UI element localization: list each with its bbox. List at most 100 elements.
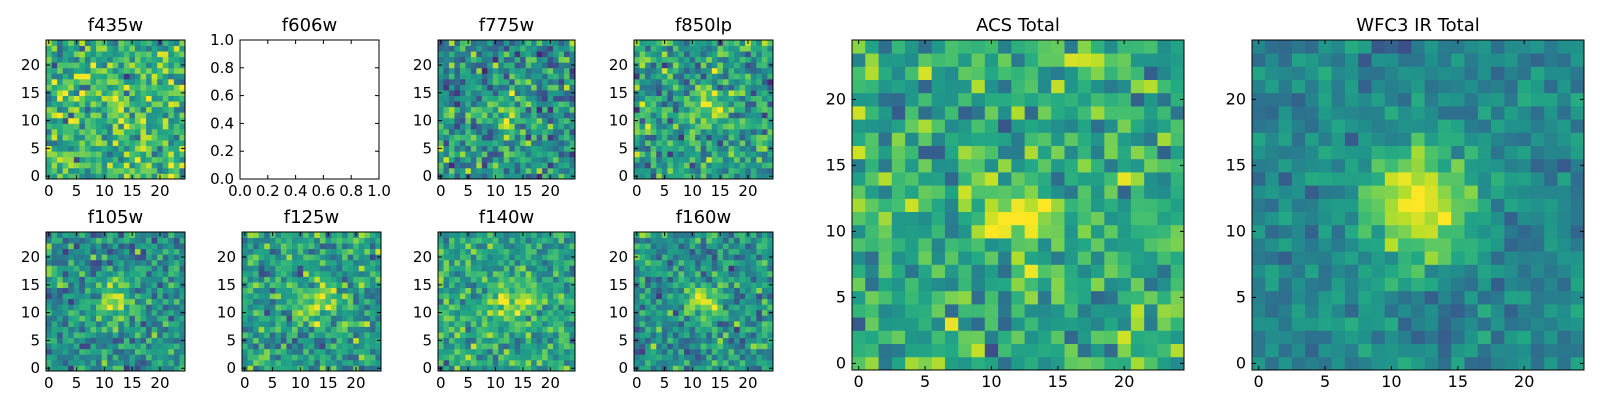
pixel-cell: [134, 112, 141, 119]
pixel-cell: [706, 304, 713, 311]
pixel-cell: [325, 326, 332, 333]
pixel-cell: [918, 290, 933, 305]
pixel-cell: [761, 56, 768, 63]
pixel-cell: [547, 117, 554, 124]
pixel-cell: [531, 162, 538, 169]
pixel-cell: [728, 348, 735, 355]
pixel-cell: [129, 62, 136, 69]
pixel-cell: [520, 248, 527, 255]
pixel-cell: [509, 320, 516, 327]
pixel-cell: [247, 254, 254, 261]
pixel-cell: [459, 95, 466, 102]
pixel-cell: [684, 282, 690, 288]
pixel-cell: [476, 237, 483, 244]
pixel-cell: [364, 337, 371, 344]
pixel-cell: [542, 51, 548, 58]
x-tick-label: 0.4: [284, 182, 308, 200]
pixel-cell: [667, 332, 674, 339]
pixel-cell: [717, 259, 724, 266]
pixel-cell: [476, 167, 483, 174]
pixel-cell: [101, 73, 108, 80]
pixel-cell: [492, 62, 499, 69]
pixel-cell: [509, 156, 516, 163]
pixel-cell: [264, 320, 271, 327]
pixel-cell: [157, 123, 164, 130]
pixel-cell: [470, 237, 477, 244]
pixel-cell: [689, 78, 696, 85]
pixel-cell: [275, 282, 282, 288]
pixel-cell: [179, 128, 186, 135]
pixel-cell: [553, 167, 559, 174]
pixel-cell: [242, 332, 248, 339]
panel-title: f125w: [284, 207, 339, 228]
pixel-cell: [700, 315, 707, 322]
pixel-cell: [667, 40, 674, 46]
pixel-cell: [173, 167, 180, 174]
pixel-cell: [739, 332, 746, 339]
pixel-cell: [547, 51, 554, 58]
pixel-cell: [179, 123, 186, 130]
pixel-cell: [146, 151, 153, 158]
pixel-cell: [558, 237, 565, 244]
pixel-cell: [700, 117, 707, 124]
pixel-cell: [73, 282, 80, 288]
pixel-cell: [756, 106, 763, 113]
pixel-cell: [711, 259, 718, 266]
pixel-cell: [247, 270, 254, 277]
pixel-cell: [761, 282, 768, 288]
pixel-cell: [503, 309, 510, 316]
pixel-cell: [151, 248, 158, 255]
y-tick-label: 0: [422, 359, 432, 377]
pixel-cell: [151, 95, 158, 102]
pixel-cell: [878, 277, 893, 292]
pixel-cell: [57, 243, 64, 250]
pixel-cell: [684, 173, 690, 180]
pixel-cell: [918, 264, 933, 278]
pixel-cell: [157, 140, 164, 147]
pixel-cell: [503, 359, 510, 366]
pixel-cell: [487, 140, 494, 147]
pixel-cell: [173, 173, 180, 180]
pixel-cell: [569, 237, 576, 244]
pixel-cell: [448, 348, 455, 355]
pixel-cell: [487, 298, 494, 305]
pixel-cell: [536, 112, 543, 119]
pixel-cell: [303, 365, 310, 372]
pixel-cell: [531, 112, 538, 119]
pixel-cell: [569, 332, 576, 339]
pixel-cell: [689, 270, 696, 277]
pixel-cell: [745, 73, 752, 80]
pixel-cell: [739, 232, 746, 238]
pixel-cell: [564, 315, 570, 322]
pixel-cell: [1104, 290, 1118, 305]
pixel-cell: [68, 90, 75, 96]
pixel-cell: [509, 248, 516, 255]
pixel-cell: [134, 282, 141, 288]
pixel-cell: [118, 304, 125, 311]
pixel-cell: [443, 232, 450, 238]
pixel-cell: [358, 309, 365, 316]
pixel-cell: [1011, 356, 1026, 371]
pixel-cell: [481, 259, 488, 266]
pixel-cell: [443, 304, 450, 311]
pixel-cell: [667, 167, 674, 174]
pixel-cell: [84, 343, 91, 350]
pixel-cell: [438, 343, 444, 350]
pixel-cell: [739, 67, 746, 74]
pixel-cell: [667, 276, 674, 283]
pixel-cell: [634, 140, 640, 147]
pixel-cell: [73, 237, 80, 244]
pixel-cell: [684, 51, 690, 58]
pixel-cell: [492, 73, 499, 80]
pixel-cell: [750, 151, 757, 158]
pixel-cell: [564, 128, 570, 135]
pixel-cell: [68, 298, 75, 305]
pixel-cell: [645, 259, 652, 266]
pixel-cell: [292, 309, 298, 316]
pixel-cell: [179, 287, 186, 294]
pixel-cell: [503, 95, 510, 102]
pixel-cell: [492, 287, 499, 294]
pixel-cell: [689, 95, 696, 102]
pixel-cell: [650, 359, 657, 366]
